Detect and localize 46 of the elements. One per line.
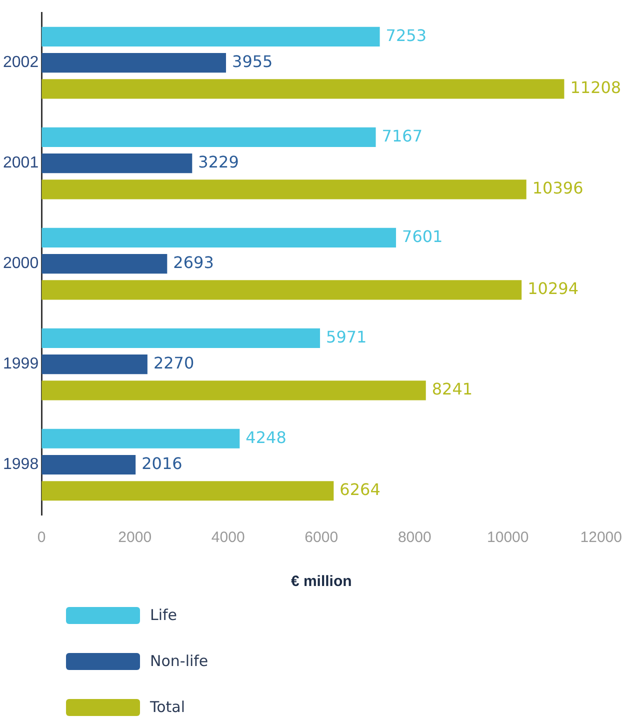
data-label: 10294: [528, 279, 578, 298]
bar: [42, 79, 564, 99]
data-label: 7601: [402, 226, 443, 246]
bar: [42, 481, 334, 501]
legend-label: Total: [150, 698, 186, 716]
x-tick-label: 10000: [487, 529, 529, 546]
data-label: 4248: [246, 428, 286, 447]
bar: [42, 380, 426, 400]
x-tick-label: 0: [37, 529, 46, 546]
y-tick-label: 2002: [3, 54, 39, 72]
x-axis-title: € million: [290, 573, 352, 590]
y-tick-label: 2000: [3, 255, 39, 272]
bar: [42, 428, 240, 448]
bar: [42, 26, 380, 47]
bar: [42, 280, 522, 300]
legend-label: Life: [150, 606, 178, 624]
bar: [42, 328, 320, 348]
data-label: 2270: [153, 353, 194, 372]
x-tick-label: 6000: [304, 529, 338, 546]
x-tick-label: 2000: [118, 529, 152, 546]
data-label: 5971: [326, 327, 367, 346]
x-tick-label: 4000: [211, 529, 245, 546]
bar: [42, 53, 226, 73]
bar: [42, 127, 376, 147]
bar: [42, 454, 136, 475]
data-label: 7167: [382, 126, 423, 146]
bar: [42, 254, 168, 274]
data-label: 3955: [232, 52, 273, 71]
y-tick-label: 1998: [3, 456, 39, 474]
bar: [42, 180, 526, 200]
bar: [42, 154, 192, 174]
data-label: 2693: [173, 252, 214, 272]
bar: [42, 354, 148, 374]
data-label: 8241: [432, 380, 473, 399]
y-tick-label: 1999: [3, 356, 39, 373]
data-label: 11208: [570, 78, 622, 98]
data-label: 3229: [198, 152, 239, 172]
x-tick-label: 8000: [398, 529, 432, 546]
data-label: 6264: [340, 480, 380, 500]
legend-label: Non-life: [150, 652, 208, 670]
y-tick-label: 2001: [3, 154, 39, 172]
data-label: 7253: [386, 26, 427, 45]
data-label: 2016: [142, 454, 182, 473]
bar: [42, 228, 396, 248]
data-label: 10396: [532, 178, 584, 198]
x-tick-label: 12000: [580, 529, 622, 546]
